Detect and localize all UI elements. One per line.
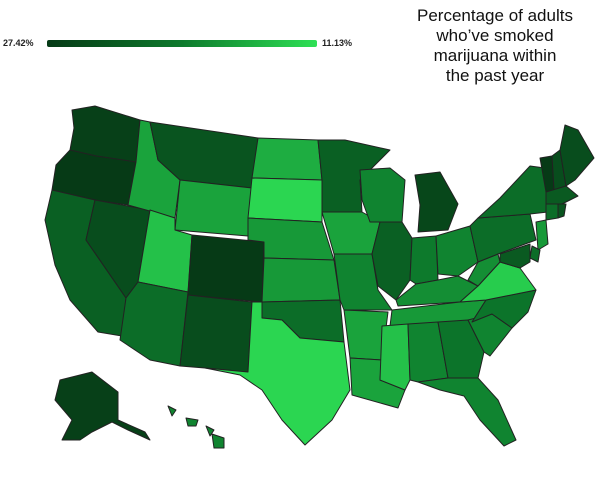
- state-ny: [477, 165, 549, 219]
- state-me: [559, 124, 595, 187]
- state-sd: [247, 177, 323, 223]
- state-in: [409, 235, 439, 285]
- state-ks: [261, 257, 341, 303]
- state-mn: [317, 139, 391, 213]
- state-ms: [379, 323, 411, 391]
- legend-min-label: 11.13%: [322, 38, 353, 48]
- legend-color-scale: [47, 40, 317, 47]
- state-ma: [545, 185, 579, 205]
- state-mi: [414, 171, 459, 233]
- state-fl: [417, 377, 517, 447]
- state-nd: [251, 137, 323, 181]
- legend-max-label: 27.42%: [3, 38, 34, 48]
- state-il: [371, 221, 413, 301]
- state-md: [499, 243, 531, 269]
- state-ky: [395, 275, 479, 307]
- state-co: [187, 234, 265, 303]
- state-oh: [435, 225, 479, 277]
- state-az: [119, 281, 189, 367]
- state-wy: [174, 179, 253, 237]
- state-nm: [179, 294, 253, 373]
- state-tx: [204, 301, 351, 446]
- state-ct: [545, 203, 559, 221]
- state-ak: [54, 371, 151, 441]
- state-wi: [359, 167, 406, 223]
- state-ri: [557, 203, 567, 219]
- state-hi: [167, 405, 225, 449]
- state-nj: [535, 219, 549, 251]
- state-ga: [437, 319, 485, 379]
- state-de: [529, 245, 541, 263]
- map-title: Percentage of adults who’ve smoked marij…: [417, 6, 573, 85]
